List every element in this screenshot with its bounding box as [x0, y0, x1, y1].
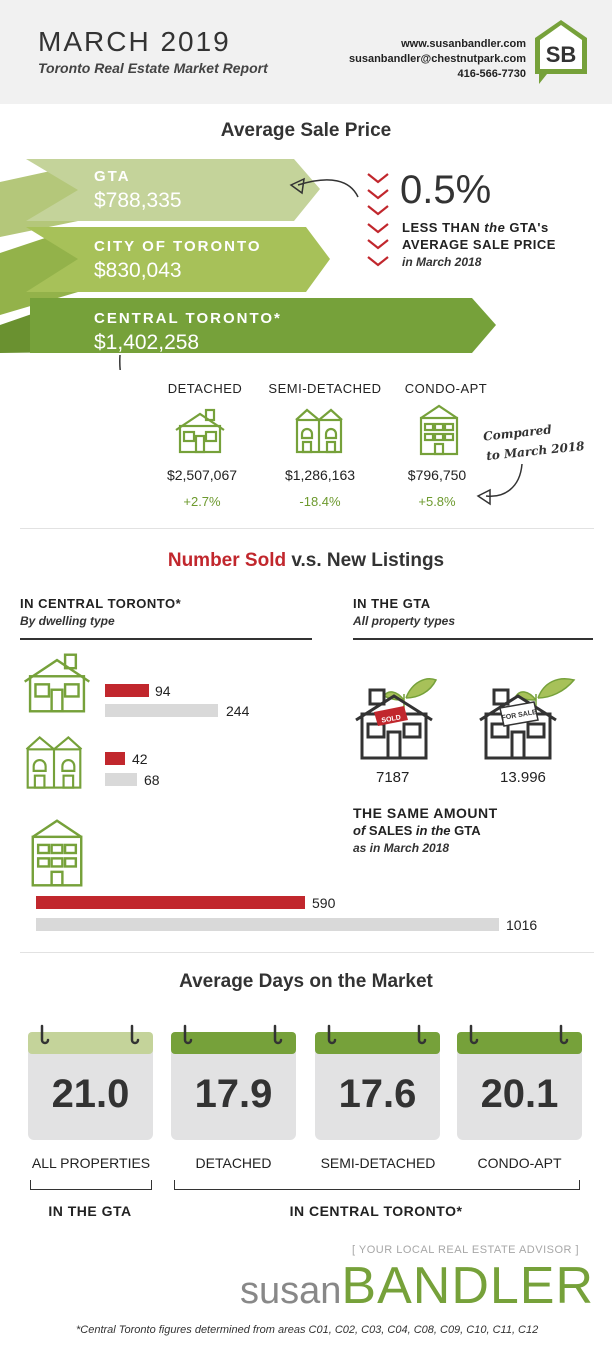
semi-listings-value: 68 — [144, 772, 160, 788]
condo-building-icon — [419, 404, 459, 456]
central-label: CENTRAL TORONTO* — [94, 310, 282, 327]
same-amount-line1: THE SAME AMOUNT — [353, 805, 498, 821]
days-semi-label: SEMI-DETACHED — [320, 1155, 436, 1171]
detached-sold-value: 94 — [155, 683, 171, 699]
detached-listings-bar — [105, 704, 218, 717]
divider-2 — [20, 952, 594, 953]
condo-sold-bar — [36, 896, 305, 909]
condo-price: $796,750 — [407, 467, 467, 483]
type-condo-label: CONDO-APT — [404, 381, 488, 396]
central-subhead-2: By dwelling type — [20, 614, 115, 628]
stat-line3: in March 2018 — [402, 255, 482, 269]
logo-text: SB — [546, 42, 577, 67]
semi-price: $1,286,163 — [284, 467, 356, 483]
days-detached-value: 17.9 — [194, 1072, 273, 1116]
calendars — [28, 1024, 582, 1140]
gta-subhead: IN THE GTA — [353, 596, 431, 611]
semi-house-icon — [295, 408, 343, 454]
gta-label: GTA — [94, 168, 131, 185]
semi-sold-bar — [105, 752, 125, 765]
semi-change: -18.4% — [299, 494, 341, 509]
forsale-house-icon: FOR SALE — [479, 678, 576, 760]
days-gta-label: IN THE GTA — [48, 1203, 132, 1219]
website-link[interactable]: www.susanbandler.com — [401, 38, 526, 50]
stat-percent: 0.5% — [400, 168, 492, 212]
days-semi-value: 17.6 — [338, 1072, 417, 1116]
days-all-label: ALL PROPERTIES — [31, 1155, 151, 1171]
detached-house-icon — [175, 408, 225, 454]
same-amount-line2: of SALES in the GTA — [353, 823, 481, 838]
days-condo-value: 20.1 — [480, 1072, 559, 1116]
gta-price: $788,335 — [94, 189, 182, 212]
central-price: $1,402,258 — [94, 331, 200, 354]
semi-sold-icon — [25, 735, 83, 789]
semi-listings-bar — [105, 773, 137, 786]
days-all-value: 21.0 — [51, 1072, 130, 1116]
report-subtitle: Toronto Real Estate Market Report — [38, 60, 268, 76]
type-detached-label: DETACHED — [167, 381, 243, 396]
city-price: $830,043 — [94, 259, 182, 282]
days-detached-label: DETACHED — [195, 1155, 272, 1171]
condo-change: +5.8% — [418, 494, 456, 509]
down-chevrons-icon — [367, 173, 389, 267]
sold-house-icon: SOLD — [355, 678, 438, 760]
sold-sign-text: SOLD — [381, 714, 401, 724]
detached-sold-icon — [24, 653, 90, 713]
detached-listings-value: 244 — [226, 703, 250, 719]
detached-change: +2.7% — [183, 494, 221, 509]
gta-bracket — [30, 1180, 152, 1190]
compared-note-1: Compared — [482, 422, 553, 444]
city-label: CITY OF TORONTO — [94, 238, 262, 255]
gta-rule — [353, 638, 593, 640]
stat-line2: AVERAGE SALE PRICE — [402, 237, 556, 252]
condo-listings-value: 1016 — [506, 917, 538, 933]
condo-listings-bar — [36, 918, 499, 931]
compared-arrow-icon — [476, 463, 523, 506]
price-ribbons — [0, 159, 496, 370]
divider-1 — [20, 528, 594, 529]
type-semi-label: SEMI-DETACHED — [268, 381, 382, 396]
phone-number: 416-566-7730 — [457, 68, 526, 80]
report-title: MARCH 2019 — [38, 26, 231, 57]
days-condo-label: CONDO-APT — [477, 1155, 562, 1171]
footer-brand: susanBANDLER — [240, 1257, 595, 1315]
footer-tagline: [ YOUR LOCAL REAL ESTATE ADVISOR ] — [352, 1244, 580, 1256]
avg-price-title: Average Sale Price — [220, 120, 392, 141]
central-subhead: IN CENTRAL TORONTO* — [20, 596, 182, 611]
condo-sold-icon — [31, 819, 83, 887]
stat-line1: LESS THAN the GTA's — [402, 220, 549, 235]
footer-note: *Central Toronto figures determined from… — [76, 1324, 539, 1336]
gta-listings-value: 13.996 — [500, 769, 546, 786]
email-link[interactable]: susanbandler@chestnutpark.com — [349, 53, 526, 65]
sb-logo-icon: SB — [535, 20, 587, 84]
same-amount-line3: as in March 2018 — [353, 841, 450, 855]
central-rule — [20, 638, 312, 640]
semi-sold-value: 42 — [132, 751, 148, 767]
days-title: Average Days on the Market — [179, 971, 433, 992]
central-bracket — [174, 1180, 580, 1190]
gta-subhead-2: All property types — [353, 614, 456, 628]
gta-sold-value: 7187 — [376, 769, 410, 786]
days-central-label: IN CENTRAL TORONTO* — [289, 1203, 463, 1219]
detached-price: $2,507,067 — [166, 467, 238, 483]
condo-sold-value: 590 — [312, 895, 336, 911]
detached-sold-bar — [105, 684, 149, 697]
header-band — [0, 0, 612, 104]
sold-title: Number Sold v.s. New Listings — [167, 550, 445, 571]
